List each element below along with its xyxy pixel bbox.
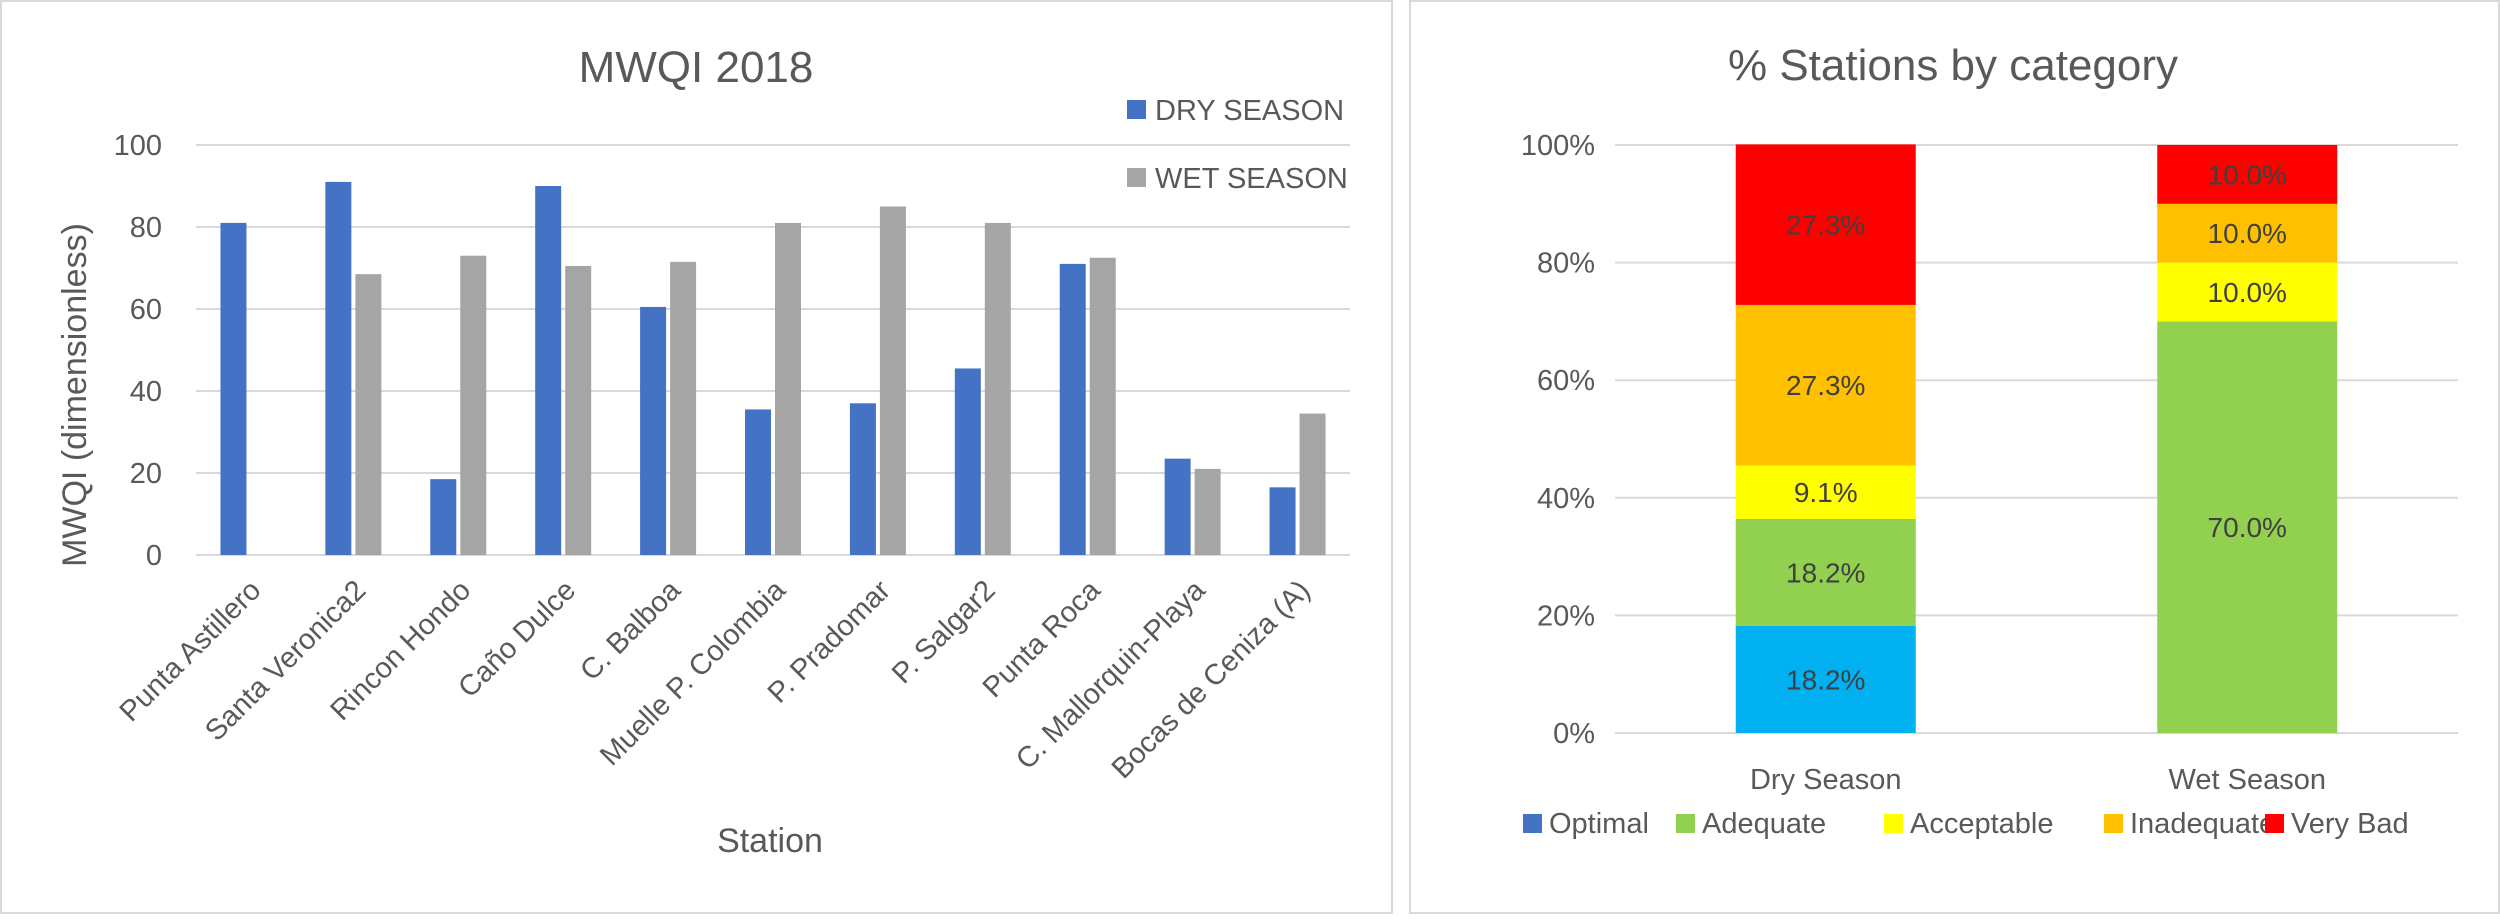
stations-stacked-bars: 18.2% 18.2% 9.1% 27.3% 27.3% 70.0% 10.0% 10.0% 1… [1735, 144, 2338, 733]
data-label-optimal-dry-season: 18.2% [1786, 664, 1865, 695]
y-tick-label: 0% [1553, 718, 1595, 750]
y-tick-label: 0 [146, 540, 162, 572]
legend-label-acceptable: Acceptable [1910, 808, 2054, 840]
segment-inadequate-wet-season [2157, 203, 2338, 263]
stations-chart: % Stations by category 0% 20% 40% 60% 80% 100… [1409, 0, 2500, 914]
mwqi-gridlines [196, 144, 1350, 556]
bar-dry-season-c-balboa [640, 306, 667, 555]
bar-dry-season-rincon-hondo [430, 479, 457, 555]
y-tick-label: 100% [1521, 130, 1595, 162]
bar-dry-season-muelle-p-colombia [745, 409, 771, 555]
legend-swatch-acceptable [1884, 814, 1903, 833]
data-label-inadequate-dry-season: 27.3% [1786, 370, 1865, 401]
stations-chart-title: % Stations by category [1728, 41, 2178, 90]
y-tick-label: 60 [130, 294, 162, 326]
y-tick-label: 80 [130, 212, 162, 244]
mwqi-y-axis-title: MWQI (dimensionless) [56, 223, 94, 567]
mwqi-x-axis-title: Station [717, 822, 823, 860]
legend-label-adequate: Adequate [1702, 808, 1826, 840]
bar-dry-season-bocas-de-ceniza-a [1269, 487, 1296, 555]
bar-wet-season-santa-veronica2 [355, 274, 382, 555]
mwqi-chart-title: MWQI 2018 [579, 43, 814, 92]
bar-wet-season-muelle-p-colombia [775, 222, 801, 555]
bar-dry-season-punta-astillero [220, 222, 247, 555]
y-tick-label: 100 [114, 130, 162, 162]
data-label-adequate-wet-season: 70.0% [2208, 512, 2287, 543]
legend-swatch-optimal [1523, 814, 1542, 833]
mwqi-chart-frame [0, 0, 1393, 914]
segment-acceptable-wet-season [2157, 262, 2338, 322]
bar-dry-season-c-mallorquin-playa [1164, 458, 1191, 555]
y-tick-label: 20% [1537, 600, 1595, 632]
legend-swatch-adequate [1676, 814, 1695, 833]
segment-adequate-wet-season [2157, 321, 2338, 733]
mwqi-bars [220, 181, 1326, 555]
bar-dry-season-santa-veronica2 [325, 181, 352, 555]
data-label-adequate-dry-season: 18.2% [1786, 557, 1865, 588]
segment-acceptable-dry-season [1735, 465, 1916, 519]
stations-x-ticks: Dry Season Wet Season [1750, 764, 2326, 796]
segment-very-bad-wet-season [2157, 145, 2338, 204]
y-tick-label: 80% [1537, 248, 1595, 280]
legend-label-dry-season: DRY SEASON [1155, 95, 1344, 127]
bar-wet-season-c-balboa [670, 261, 697, 555]
legend-swatch-dry-season [1127, 100, 1146, 119]
y-tick-label: 40 [130, 376, 162, 408]
x-tick-label: Wet Season [2169, 764, 2326, 796]
bar-wet-season-bocas-de-ceniza-a [1299, 413, 1326, 555]
data-label-very-bad-dry-season: 27.3% [1786, 210, 1865, 241]
mwqi-y-ticks: 0 20 40 60 80 100 [114, 130, 162, 572]
bar-wet-season-punta-roca [1089, 257, 1116, 555]
x-tick-label: Dry Season [1750, 764, 1902, 796]
legend-label-optimal: Optimal [1549, 808, 1649, 840]
legend-swatch-inadequate [2104, 814, 2123, 833]
data-label-acceptable-dry-season: 9.1% [1794, 477, 1858, 508]
bar-wet-season-p-salgar2 [984, 222, 1011, 555]
data-label-acceptable-wet-season: 10.0% [2208, 277, 2287, 308]
legend-label-wet-season: WET SEASON [1155, 163, 1348, 195]
legend-label-inadequate: Inadequate [2130, 808, 2275, 840]
legend-swatch-wet-season [1127, 168, 1146, 187]
data-label-very-bad-wet-season: 10.0% [2208, 159, 2287, 190]
y-tick-label: 40% [1537, 483, 1595, 515]
segment-optimal-dry-season [1735, 625, 1916, 733]
bar-wet-season-rincon-hondo [460, 255, 487, 555]
segment-very-bad-dry-season [1735, 144, 1916, 305]
stations-y-ticks: 0% 20% 40% 60% 80% 100% [1521, 130, 1595, 750]
bar-wet-season-ca-o-dulce [565, 265, 592, 555]
bar-dry-season-p-salgar2 [954, 368, 981, 555]
legend-label-very-bad: Very Bad [2291, 808, 2409, 840]
bar-wet-season-p-pradomar [879, 206, 906, 555]
y-tick-label: 20 [130, 458, 162, 490]
data-label-inadequate-wet-season: 10.0% [2208, 218, 2287, 249]
legend-swatch-very-bad [2265, 814, 2284, 833]
bar-dry-season-ca-o-dulce [535, 186, 562, 555]
segment-inadequate-dry-season [1735, 304, 1916, 466]
mwqi-legend: DRY SEASON WET SEASON [1127, 95, 1348, 195]
bar-wet-season-c-mallorquin-playa [1194, 468, 1221, 555]
stations-legend: Optimal Adequate Acceptable Inadequate Very … [1523, 808, 2409, 840]
bar-dry-season-p-pradomar [849, 403, 876, 555]
segment-adequate-dry-season [1735, 518, 1916, 626]
y-tick-label: 60% [1537, 365, 1595, 397]
bar-dry-season-punta-roca [1059, 263, 1086, 555]
